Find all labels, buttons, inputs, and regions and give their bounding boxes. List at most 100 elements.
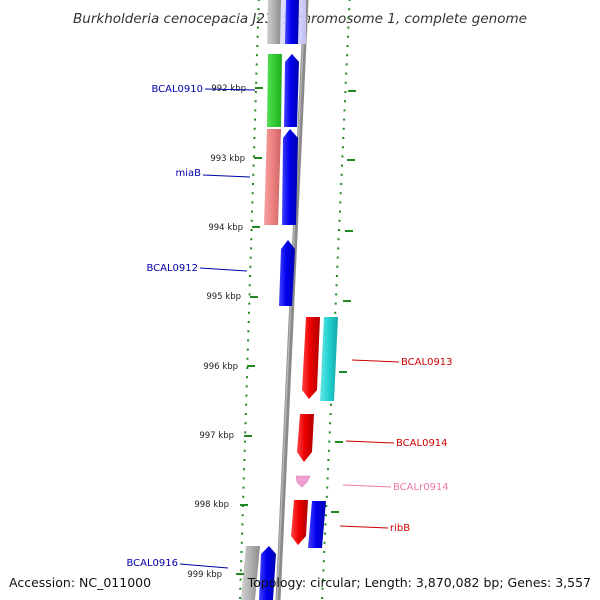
tick-label-996: 996 kbp xyxy=(203,362,238,372)
cog-miab xyxy=(264,129,281,225)
gc-dot xyxy=(240,541,243,544)
cds-bcal0916[interactable] xyxy=(259,546,276,600)
gc-dot xyxy=(326,486,329,489)
gc-dot xyxy=(250,229,253,231)
cds-bcal0912[interactable] xyxy=(279,240,295,306)
gc-dot xyxy=(251,192,254,195)
gc-dot xyxy=(346,35,349,38)
gene-label-ribb[interactable]: ribB xyxy=(390,523,410,534)
cog-bcal0916 xyxy=(241,546,260,600)
gc-dot xyxy=(249,275,252,277)
gc-dot xyxy=(252,155,255,158)
cog-bcal0910 xyxy=(267,54,282,127)
gc-dot xyxy=(256,54,258,57)
gc-dot xyxy=(329,422,332,425)
leader-miab xyxy=(202,174,251,178)
gc-dot xyxy=(248,293,251,296)
gene-label-bcal0913[interactable]: BCAL0913 xyxy=(401,357,453,368)
gc-dot xyxy=(257,8,260,11)
gc-dot xyxy=(241,523,244,526)
gc-dot xyxy=(239,578,242,581)
gc-dot xyxy=(335,275,338,277)
gc-dot xyxy=(339,201,342,204)
gc-dot xyxy=(340,173,343,176)
gc-dot xyxy=(248,284,251,287)
gc-dot xyxy=(322,569,325,572)
gene-label-bcal0914[interactable]: BCAL0914 xyxy=(396,438,448,449)
gc-dot xyxy=(338,210,341,213)
gc-dot xyxy=(338,219,341,222)
gc-dot xyxy=(346,45,349,47)
gc-dot xyxy=(253,137,256,139)
gc-dot xyxy=(244,413,247,415)
leader-bcal0912 xyxy=(199,267,248,272)
gc-dot xyxy=(256,26,259,29)
gc-dot xyxy=(335,293,338,296)
gc-dot xyxy=(242,477,245,480)
gene-label-bcal0912[interactable]: BCAL0912 xyxy=(146,263,198,274)
gc-dot xyxy=(244,440,246,443)
gc-dot xyxy=(239,597,242,599)
gc-dot xyxy=(339,192,342,195)
gc-dot xyxy=(336,265,339,268)
cds-ribb[interactable] xyxy=(291,500,308,545)
gc-dot xyxy=(242,486,245,489)
gc-dot xyxy=(245,403,248,406)
cds-top-forward[interactable] xyxy=(285,0,299,44)
gc-dot xyxy=(254,118,256,121)
gene-label-bcal0916[interactable]: BCAL0916 xyxy=(126,558,178,569)
gc-dot xyxy=(243,459,246,461)
gc-dot xyxy=(239,587,242,590)
gene-label-miab[interactable]: miaB xyxy=(175,168,201,179)
gc-dot xyxy=(244,422,247,425)
gc-dot xyxy=(249,265,252,268)
gc-dot xyxy=(255,63,258,66)
gc-dot xyxy=(242,495,245,498)
gc-dot xyxy=(340,183,343,185)
gc-dot xyxy=(342,137,345,139)
gc-right-ticks xyxy=(331,90,356,513)
gc-dot xyxy=(255,81,258,84)
reverse-cds-track xyxy=(291,317,320,545)
rrna-bcalr0914[interactable] xyxy=(295,475,311,488)
gc-dot xyxy=(239,569,242,572)
gc-dot xyxy=(251,210,254,213)
leader-bcal0914 xyxy=(345,440,395,444)
gc-dot xyxy=(347,17,350,20)
gc-dot xyxy=(348,8,351,11)
gc-dot xyxy=(241,514,244,517)
gc-dot xyxy=(324,523,327,526)
tick-label-993: 993 kbp xyxy=(210,154,245,164)
gc-dot xyxy=(324,514,327,517)
leader-bcal0913 xyxy=(351,359,400,363)
cog-track xyxy=(241,0,338,600)
gc-dot xyxy=(252,173,255,176)
gene-label-bcal0910[interactable]: BCAL0910 xyxy=(151,84,203,95)
gc-dot xyxy=(247,330,250,333)
gc-dot xyxy=(240,560,243,563)
gc-dot xyxy=(251,201,254,204)
gc-dot xyxy=(246,357,249,360)
tick-label-999: 999 kbp xyxy=(187,570,222,580)
gc-dot xyxy=(254,91,257,93)
gc-dot xyxy=(321,587,324,590)
gc-dot xyxy=(336,256,339,259)
gc-dot xyxy=(253,127,256,130)
gc-dot xyxy=(246,376,248,379)
cds-bcal0910[interactable] xyxy=(284,54,299,127)
gc-dot xyxy=(330,403,332,406)
gc-dot xyxy=(344,81,347,84)
gc-dot xyxy=(325,505,328,507)
cds-miab[interactable] xyxy=(282,129,298,225)
gc-dot xyxy=(327,459,330,461)
gene-label-bcalr0914[interactable]: BCALr0914 xyxy=(393,482,449,493)
gc-dot xyxy=(335,284,338,287)
gc-dot xyxy=(343,118,346,121)
cog-bcal0913 xyxy=(320,317,338,401)
cds-bcal0913[interactable] xyxy=(302,317,320,399)
cds-bcal0914[interactable] xyxy=(297,414,314,462)
cog-ribb xyxy=(308,501,326,548)
gc-dot xyxy=(327,468,329,471)
gc-dot xyxy=(252,164,255,167)
